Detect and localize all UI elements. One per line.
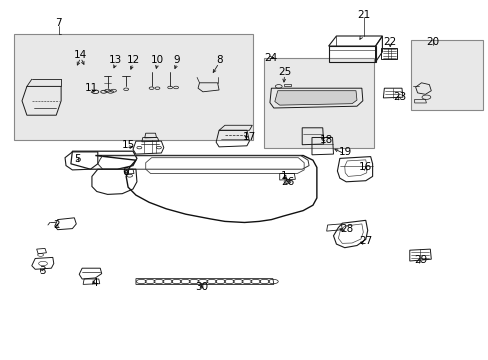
Text: 30: 30 (195, 282, 207, 292)
Bar (14, 34, 253, 140)
Text: 6: 6 (122, 167, 129, 177)
Text: 16: 16 (358, 162, 372, 172)
Bar (264, 58, 373, 148)
Text: 25: 25 (277, 67, 291, 77)
Text: 8: 8 (215, 55, 222, 66)
Text: 20: 20 (426, 37, 439, 48)
Text: 7: 7 (55, 18, 62, 28)
Text: 2: 2 (53, 220, 60, 230)
Text: 11: 11 (84, 83, 98, 93)
Text: 12: 12 (126, 55, 140, 66)
Text: 3: 3 (39, 266, 46, 276)
Text: 15: 15 (121, 140, 135, 150)
Text: 21: 21 (356, 10, 370, 20)
Text: 1: 1 (281, 171, 287, 181)
Text: 9: 9 (173, 55, 180, 66)
Text: 17: 17 (242, 132, 256, 142)
Text: 22: 22 (383, 37, 396, 48)
Bar (410, 40, 482, 110)
Text: 18: 18 (319, 135, 333, 145)
Text: 13: 13 (109, 55, 122, 66)
Text: 4: 4 (91, 278, 98, 288)
Text: 14: 14 (74, 50, 87, 60)
Text: 26: 26 (281, 177, 294, 187)
Text: 28: 28 (340, 224, 353, 234)
Text: 24: 24 (263, 53, 277, 63)
Text: 19: 19 (338, 147, 351, 157)
Polygon shape (274, 91, 356, 105)
Text: 10: 10 (151, 55, 163, 66)
Text: 29: 29 (413, 255, 427, 265)
Text: 23: 23 (392, 92, 406, 102)
Text: 5: 5 (74, 154, 81, 164)
Text: 27: 27 (358, 236, 372, 246)
